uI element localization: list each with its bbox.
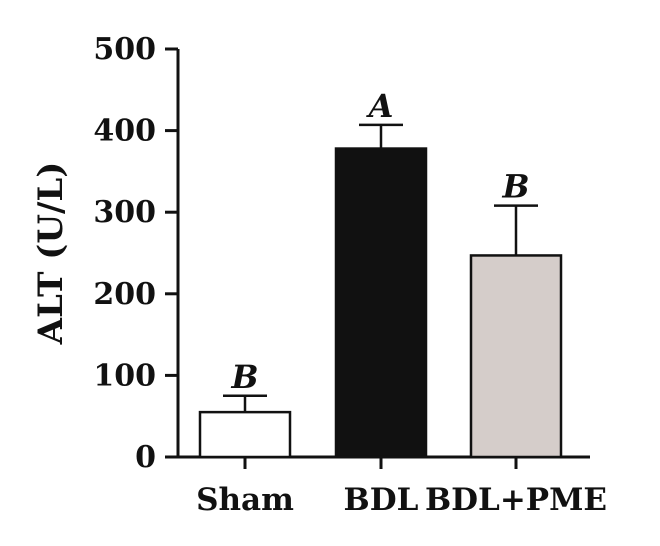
y-axis-title: ALT (U/L) [31,162,71,346]
x-tick-label: BDL [344,482,419,518]
labels: B Sham A BDL B BDL+PME [196,87,607,518]
bar-bdl-pme [469,254,563,459]
y-tick-label: 500 [93,32,156,67]
y-tick-label: 300 [93,195,156,230]
axes: 0 100 200 300 400 500 [93,32,590,475]
y-tick-label: 100 [93,358,156,393]
y-tick-label: 400 [93,114,156,149]
significance-label: B [230,358,258,396]
x-tick-label: BDL+PME [425,482,607,518]
x-tick-label: Sham [196,482,294,518]
bar-sham [198,410,292,459]
bars [198,123,563,459]
bar-bdl [334,147,428,459]
y-tick-label: 0 [135,440,156,475]
y-tick-label: 200 [93,277,156,312]
significance-label: A [366,87,394,125]
significance-label: B [501,168,529,206]
